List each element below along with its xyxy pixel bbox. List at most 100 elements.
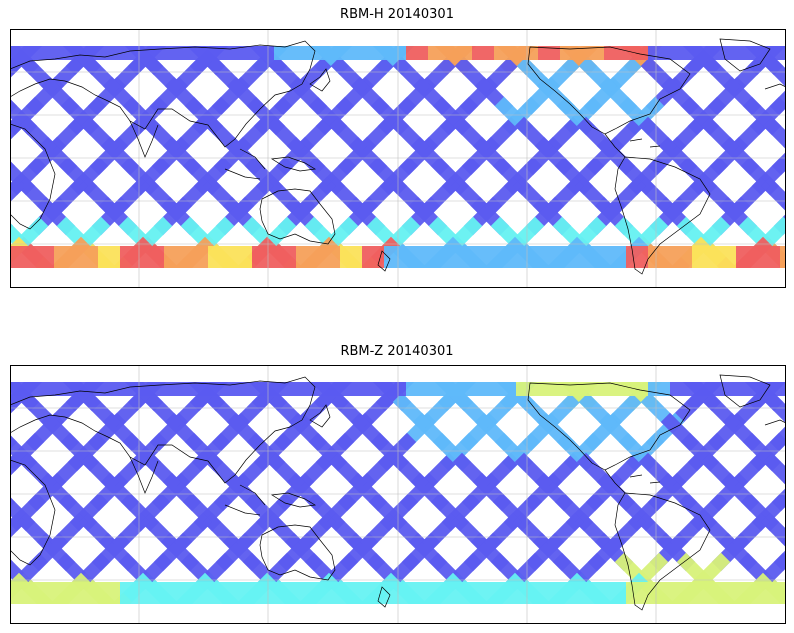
swath-segment (538, 382, 560, 396)
swath-segment (274, 246, 296, 268)
swath-segment (714, 582, 736, 604)
swath-segment (186, 46, 208, 60)
swath-segment (32, 582, 54, 604)
swath-segment (626, 582, 648, 604)
swath-segment (384, 582, 406, 604)
swath-segment (54, 246, 76, 268)
swath-segment (98, 246, 120, 268)
swath-segment (780, 582, 786, 604)
coastline-path (10, 123, 56, 230)
swath-segment (10, 512, 27, 539)
swath-segment (428, 246, 450, 268)
swath-segment (472, 582, 494, 604)
swath-segment (274, 46, 296, 60)
swath-segment (318, 246, 340, 268)
swath-segment (450, 582, 472, 604)
panel-title-rbm-z: RBM-Z 20140301 (340, 344, 454, 359)
swath-segment (252, 382, 274, 396)
coastline-path (764, 83, 786, 90)
coastline-path (629, 474, 661, 484)
swath-segment (406, 246, 428, 268)
swath-segment (604, 246, 626, 268)
coastline-path (377, 586, 391, 608)
coastline-path (259, 524, 336, 581)
swath-segment (274, 382, 296, 396)
swath-segment (560, 582, 582, 604)
coastline-path (259, 188, 336, 245)
swath-segment (736, 246, 758, 268)
swath-segment (120, 246, 142, 268)
coastline-path (10, 376, 316, 484)
swath-segment (560, 246, 582, 268)
swath-segment (340, 582, 362, 604)
swath-segment (538, 246, 560, 268)
map-panel-rbm-z (10, 365, 786, 624)
swath-segment (10, 246, 32, 268)
swath-segment (230, 582, 252, 604)
swath-segment (406, 582, 428, 604)
coastlines (10, 374, 786, 611)
coastline-path (224, 484, 266, 516)
swath-segment (54, 382, 76, 396)
swath-segment (762, 452, 786, 486)
swath-segment (758, 246, 780, 268)
gridlines (10, 365, 786, 624)
swath-segment (142, 382, 164, 396)
swath-segment (76, 246, 98, 268)
coastline-path (614, 492, 711, 611)
swath-segment (76, 382, 98, 396)
swath-segment (472, 46, 494, 60)
coastline-path (764, 419, 786, 426)
swath-segment (736, 46, 758, 60)
coastline-path (719, 38, 771, 72)
swath-segment (98, 382, 120, 396)
swath-segment (32, 246, 54, 268)
swath-segment (296, 46, 318, 60)
swath-segment (362, 46, 384, 60)
swath-segment (142, 46, 164, 60)
swath-segment (10, 382, 32, 396)
swath-segment (582, 582, 604, 604)
swath-segment (186, 246, 208, 268)
swath-segment (780, 382, 786, 396)
swath-segment (472, 382, 494, 396)
map-panel-rbm-h (10, 29, 786, 288)
swath-segment (318, 582, 340, 604)
map-frame (10, 29, 786, 288)
coastline-path (629, 138, 661, 148)
coastline-path (527, 46, 691, 135)
swath-segment (296, 382, 318, 396)
coastline-path (224, 148, 266, 180)
swath-segment (54, 582, 76, 604)
swath-segment (692, 582, 714, 604)
swath-segment (340, 246, 362, 268)
swath-segment (252, 246, 274, 268)
swath-segment (780, 46, 786, 60)
coastline-path (10, 459, 56, 566)
coastline-path (604, 469, 626, 494)
swath-segment (384, 46, 406, 60)
swath-segment (406, 382, 428, 396)
swath-segment (764, 56, 786, 88)
swath-segment (648, 46, 670, 60)
swath-segment (758, 582, 780, 604)
coastline-path (377, 250, 391, 272)
swath-segment (230, 46, 252, 60)
swath-segment (450, 246, 472, 268)
swath-segment (582, 246, 604, 268)
swath-segment (538, 46, 560, 60)
swath-segment (538, 582, 560, 604)
swath-segment (164, 582, 186, 604)
coastlines (10, 38, 786, 275)
swath-segment (670, 382, 692, 396)
satellite-swaths (10, 46, 786, 268)
coastline-path (614, 156, 711, 275)
swath-segment (208, 382, 230, 396)
swath-segment (758, 382, 780, 396)
swath-segment (340, 46, 362, 60)
swath-segment (54, 46, 76, 60)
swath-segment (120, 582, 142, 604)
swath-segment (692, 382, 714, 396)
gridlines (10, 29, 786, 288)
swath-segment (714, 46, 736, 60)
